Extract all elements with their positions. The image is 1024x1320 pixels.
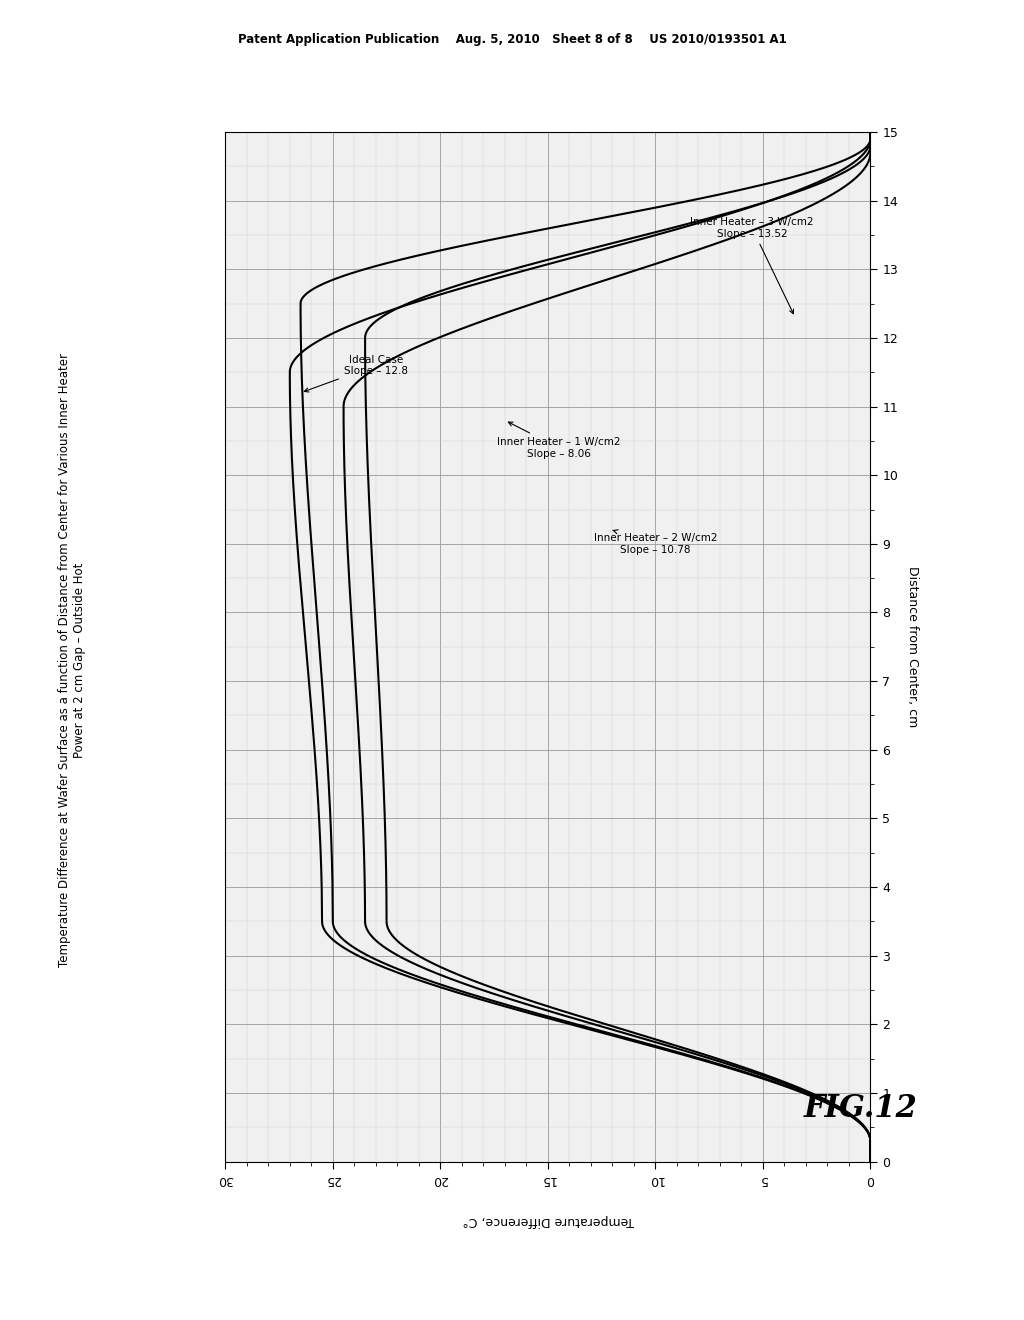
Text: Inner Heater – 1 W/cm2
Slope – 8.06: Inner Heater – 1 W/cm2 Slope – 8.06 <box>497 422 621 458</box>
Text: FIG.12: FIG.12 <box>803 1093 918 1125</box>
Text: Inner Heater – 3 W/cm2
Slope – 13.52: Inner Heater – 3 W/cm2 Slope – 13.52 <box>690 218 814 314</box>
Text: Temperature Difference at Wafer Surface as a function of Distance from Center fo: Temperature Difference at Wafer Surface … <box>57 352 86 968</box>
Y-axis label: Distance from Center, cm: Distance from Center, cm <box>906 566 919 727</box>
Text: Patent Application Publication    Aug. 5, 2010   Sheet 8 of 8    US 2010/0193501: Patent Application Publication Aug. 5, 2… <box>238 33 786 46</box>
Text: Ideal Case
Slope – 12.8: Ideal Case Slope – 12.8 <box>304 355 408 392</box>
Text: Inner Heater – 2 W/cm2
Slope – 10.78: Inner Heater – 2 W/cm2 Slope – 10.78 <box>594 529 717 554</box>
X-axis label: Temperature Difference, C°: Temperature Difference, C° <box>462 1214 634 1228</box>
